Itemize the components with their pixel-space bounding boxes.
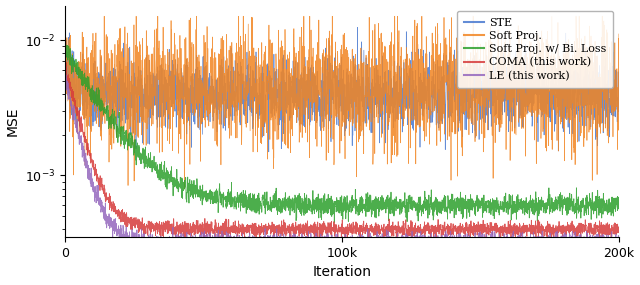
Soft Proj. w/ Bi. Loss: [545, 199, 552, 203]
Soft Proj.: [125, 69, 132, 72]
Soft Proj. w/ Bi. Loss: [157, 174, 165, 177]
COMA (this work): [605, 229, 612, 232]
LE (this work): [157, 249, 165, 252]
COMA (this work): [61, 66, 69, 69]
COMA (this work): [310, 241, 318, 245]
Line: STE: STE: [65, 23, 619, 152]
COMA (this work): [63, 61, 70, 64]
LE (this work): [615, 243, 623, 246]
COMA (this work): [545, 228, 552, 231]
STE: [124, 117, 132, 121]
COMA (this work): [157, 227, 165, 231]
COMA (this work): [298, 228, 305, 231]
LE (this work): [274, 247, 282, 251]
Soft Proj. w/ Bi. Loss: [274, 200, 282, 203]
STE: [274, 94, 282, 97]
Line: LE (this work): LE (this work): [65, 75, 619, 257]
Y-axis label: MSE: MSE: [6, 107, 20, 136]
Soft Proj.: [298, 82, 306, 86]
Soft Proj.: [615, 32, 623, 36]
Soft Proj. w/ Bi. Loss: [125, 133, 132, 137]
Legend: STE, Soft Proj., Soft Proj. w/ Bi. Loss, COMA (this work), LE (this work): STE, Soft Proj., Soft Proj. w/ Bi. Loss,…: [457, 11, 613, 87]
X-axis label: Iteration: Iteration: [312, 265, 371, 280]
STE: [157, 115, 165, 119]
Soft Proj. w/ Bi. Loss: [298, 214, 305, 217]
STE: [545, 72, 552, 75]
Soft Proj.: [61, 19, 69, 22]
Soft Proj. w/ Bi. Loss: [605, 204, 612, 208]
Line: Soft Proj. w/ Bi. Loss: Soft Proj. w/ Bi. Loss: [65, 45, 619, 222]
Soft Proj.: [274, 122, 282, 126]
Soft Proj.: [180, 187, 188, 191]
STE: [298, 72, 305, 75]
COMA (this work): [615, 227, 623, 230]
Soft Proj.: [157, 56, 165, 60]
Soft Proj.: [100, 15, 108, 18]
LE (this work): [298, 238, 305, 241]
Line: Soft Proj.: Soft Proj.: [65, 16, 619, 189]
LE (this work): [62, 73, 70, 77]
STE: [265, 150, 273, 154]
Soft Proj. w/ Bi. Loss: [61, 52, 69, 56]
LE (this work): [549, 255, 557, 258]
Soft Proj.: [545, 42, 552, 46]
STE: [604, 69, 612, 72]
LE (this work): [545, 243, 552, 246]
Soft Proj. w/ Bi. Loss: [63, 44, 70, 47]
LE (this work): [125, 235, 132, 238]
LE (this work): [605, 248, 612, 252]
Soft Proj.: [605, 141, 612, 145]
LE (this work): [61, 84, 69, 87]
Soft Proj. w/ Bi. Loss: [615, 203, 623, 207]
COMA (this work): [125, 221, 132, 224]
STE: [61, 21, 69, 25]
STE: [615, 89, 623, 93]
COMA (this work): [274, 230, 282, 234]
Soft Proj. w/ Bi. Loss: [330, 221, 338, 224]
Line: COMA (this work): COMA (this work): [65, 63, 619, 243]
